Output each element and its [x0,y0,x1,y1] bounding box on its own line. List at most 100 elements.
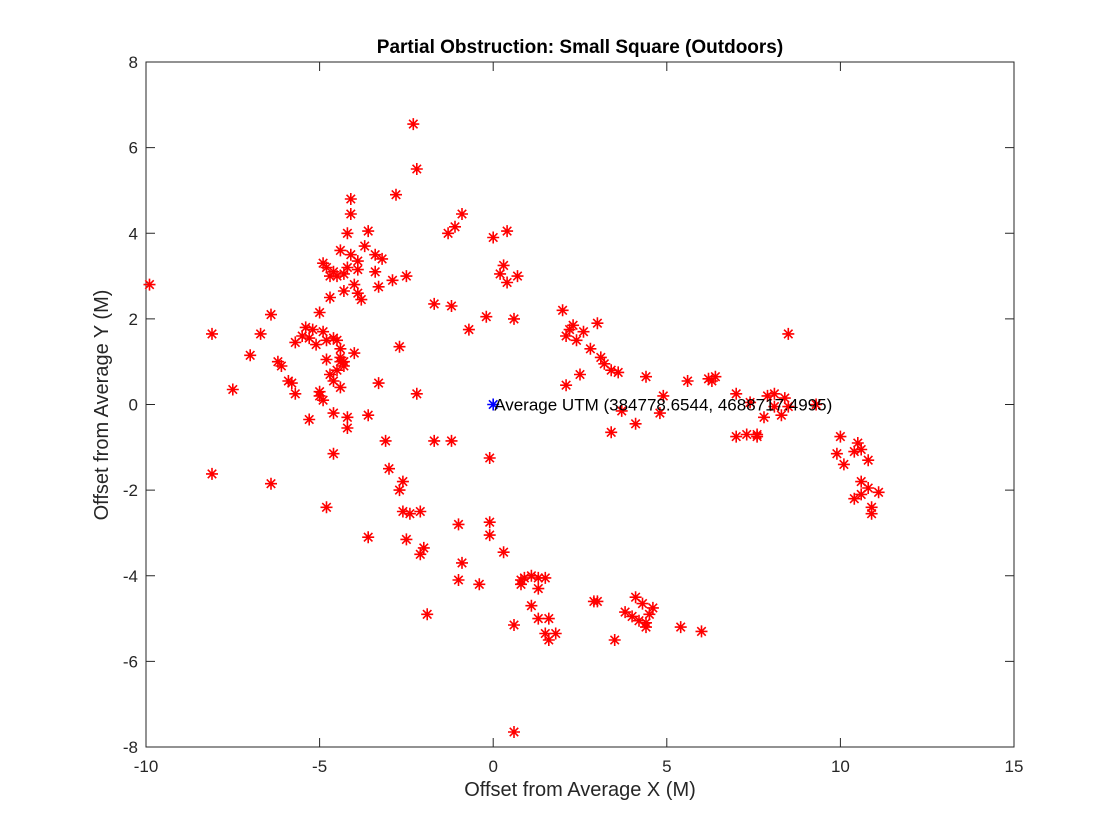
data-point [390,188,402,201]
data-point [837,458,850,471]
data-point [410,163,423,175]
x-tick-label: 5 [662,757,671,776]
data-point [282,375,295,387]
data-point [313,306,326,319]
x-tick-label: -10 [134,757,159,776]
data-point [508,619,520,631]
data-point [751,430,764,443]
data-point [310,338,323,351]
data-point [778,392,791,405]
data-point [334,342,347,355]
data-point [320,261,333,274]
data-point [341,422,354,434]
data-point [337,285,350,297]
data-point [275,360,288,372]
data-point [598,357,611,370]
data-point [542,612,555,625]
data-point [303,413,316,426]
data-point [681,375,694,387]
data-point [653,407,666,420]
data-point [584,342,597,355]
data-point [615,404,628,417]
data-point [810,398,823,411]
data-point [456,208,468,220]
data-point [848,445,861,458]
data-point [324,368,336,381]
data-point [862,482,875,494]
data-point [761,389,774,402]
data-point [355,293,368,306]
data-point [403,507,416,520]
data-point [560,379,573,392]
data-point [331,364,343,377]
data-point [306,323,319,336]
data-point [303,332,316,345]
data-point [344,193,357,205]
data-point [768,400,781,413]
data-point [518,571,531,584]
data-point [591,595,604,608]
data-point [206,467,218,480]
data-point [344,248,357,261]
data-point [327,407,340,420]
data-point [226,383,239,396]
data-point [348,347,361,360]
data-point [511,270,524,283]
y-axis-label: Offset from Average Y (M) [91,290,113,521]
data-point [830,447,843,460]
data-point [299,321,312,334]
y-tick-label: -8 [123,738,138,757]
data-point [445,300,458,312]
data-point [372,377,385,390]
data-point [657,389,670,402]
data-point [417,541,430,554]
data-point [497,546,510,559]
data-point [372,280,385,293]
data-point [865,501,878,514]
data-point [369,248,382,261]
data-point [296,330,309,342]
data-point [383,462,395,475]
data-point [320,334,333,347]
data-point [393,340,406,353]
data-point [483,516,496,529]
data-point [702,372,715,385]
data-point [834,430,847,443]
data-point [539,571,552,584]
data-point [501,225,514,238]
data-point [473,578,486,591]
data-point [532,612,545,625]
data-point [410,387,423,400]
data-point [396,505,409,518]
data-point [483,452,496,464]
data-point [560,330,573,342]
y-tick-label: -4 [123,567,138,586]
data-point [337,267,350,280]
data-point [341,411,354,424]
data-point [341,261,354,274]
data-point [285,377,298,390]
data-point [400,270,413,283]
data-point [567,319,580,332]
data-point [334,244,347,257]
data-point [341,227,354,240]
data-point [407,118,420,131]
data-point [265,477,277,490]
data-point [640,370,652,383]
data-point [143,278,156,291]
y-tick-label: 8 [129,53,138,72]
data-point [768,387,781,400]
data-point [855,488,868,501]
data-point [605,426,618,439]
data-point [442,227,455,240]
data-point [462,323,475,336]
data-point [362,225,375,238]
data-point [865,507,878,520]
data-point [608,634,621,646]
data-point [744,396,757,409]
data-point [334,381,347,394]
y-tick-label: 0 [129,396,138,415]
data-point [265,308,277,321]
y-tick-label: -2 [123,481,138,500]
